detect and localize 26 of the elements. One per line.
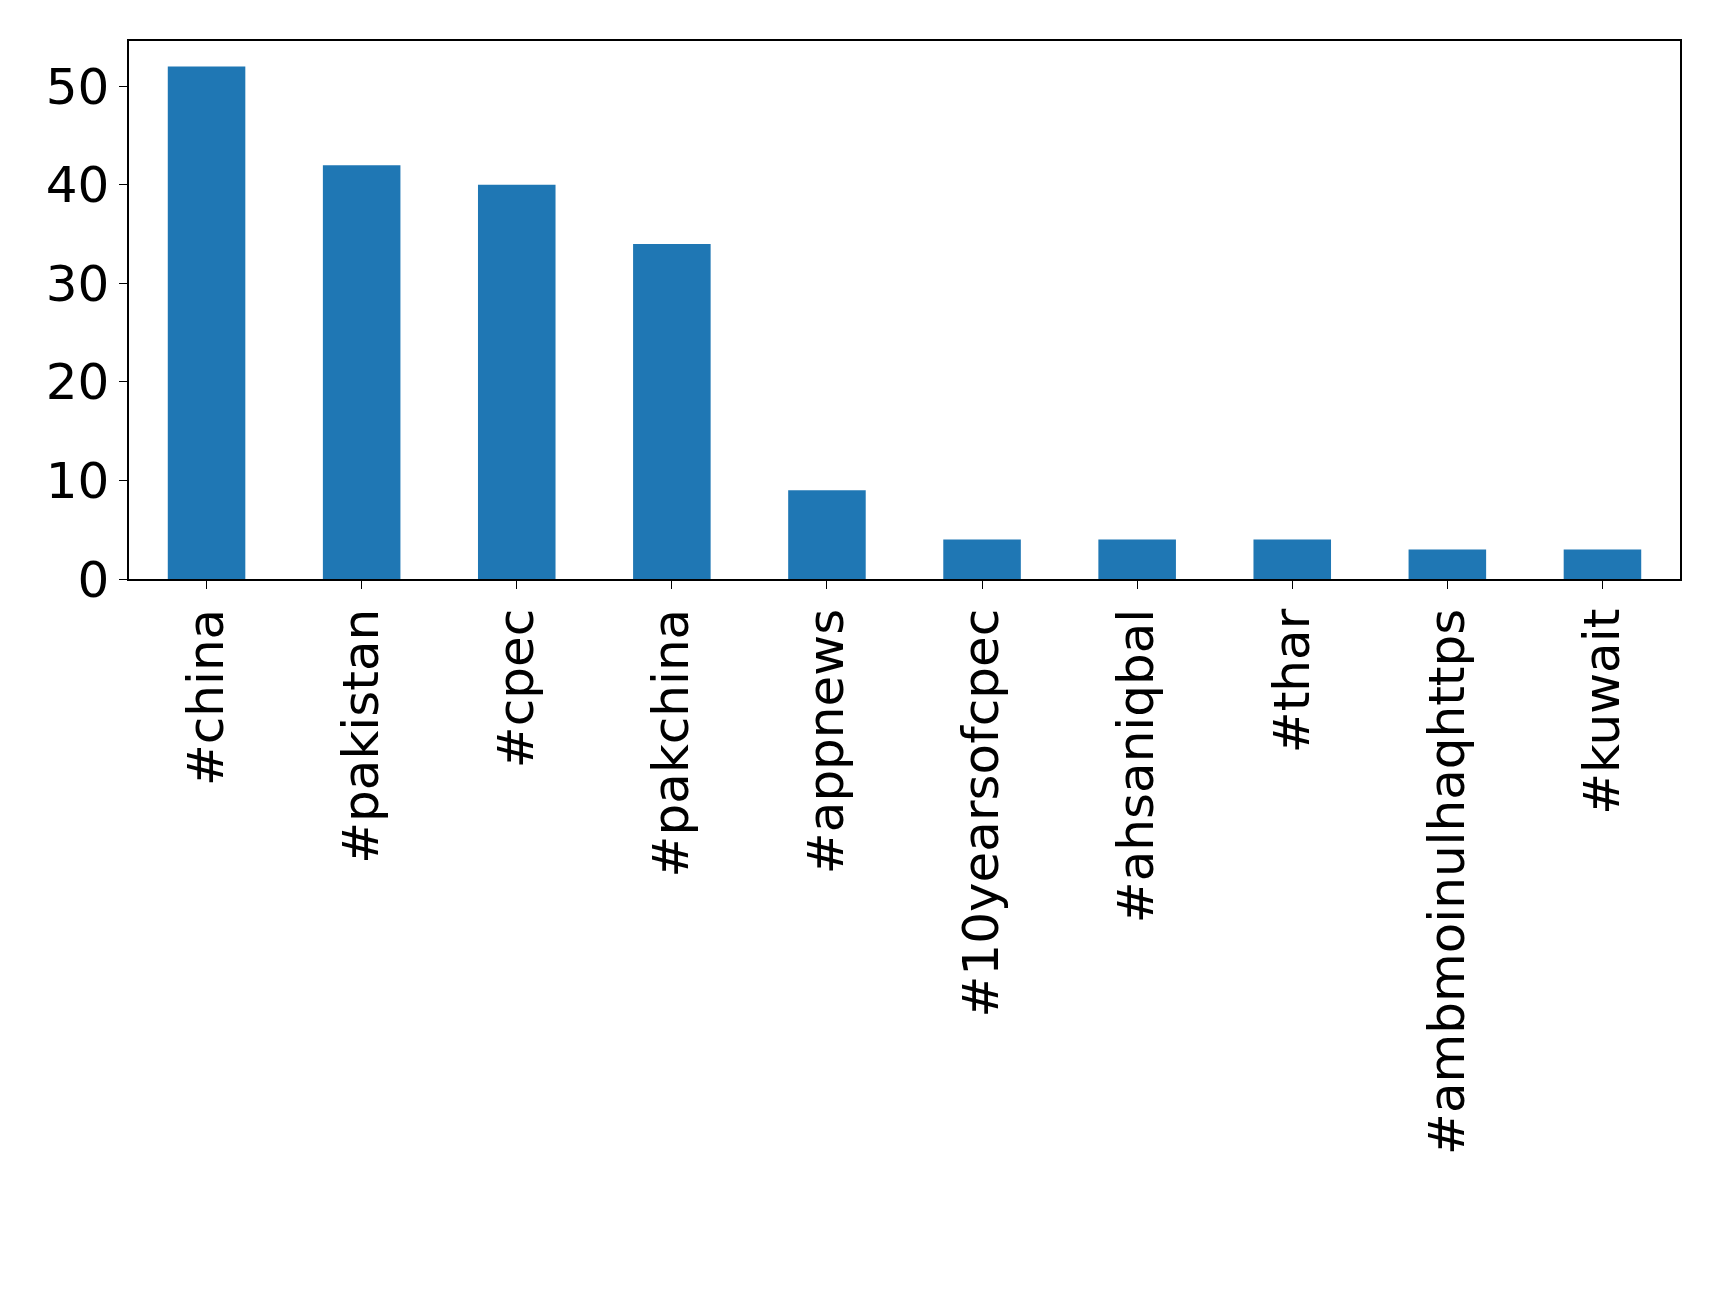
x-tick-label: #cpec [487, 608, 545, 769]
x-tick-label: #pakchina [642, 608, 701, 878]
y-tick-label: 10 [45, 451, 110, 510]
y-tick-label: 40 [45, 156, 110, 215]
y-tick-label: 50 [45, 57, 110, 116]
bar [1253, 539, 1332, 579]
bar [167, 66, 246, 579]
x-tick-label: #china [176, 608, 235, 787]
bar [1408, 549, 1487, 579]
x-tick-label: #ahsaniqbal [1107, 608, 1166, 924]
bar [788, 490, 866, 579]
x-tick-label: #pakistan [331, 608, 390, 864]
x-tick-label: #appnews [797, 608, 856, 875]
x-tick-label: #10yearsofcpec [952, 608, 1011, 1018]
bar [1098, 539, 1176, 579]
x-tick-label: #ambmoinulhaqhttps [1417, 608, 1476, 1155]
x-tick-label: #kuwait [1572, 608, 1631, 815]
bar [322, 165, 401, 579]
bar [943, 539, 1021, 579]
y-tick-label: 30 [45, 254, 110, 313]
bar [1563, 549, 1642, 579]
y-tick-label: 0 [77, 550, 110, 609]
bar [633, 243, 711, 579]
y-tick-label: 20 [45, 353, 110, 412]
x-tick-label: #thar [1262, 608, 1321, 754]
bar [477, 184, 556, 579]
